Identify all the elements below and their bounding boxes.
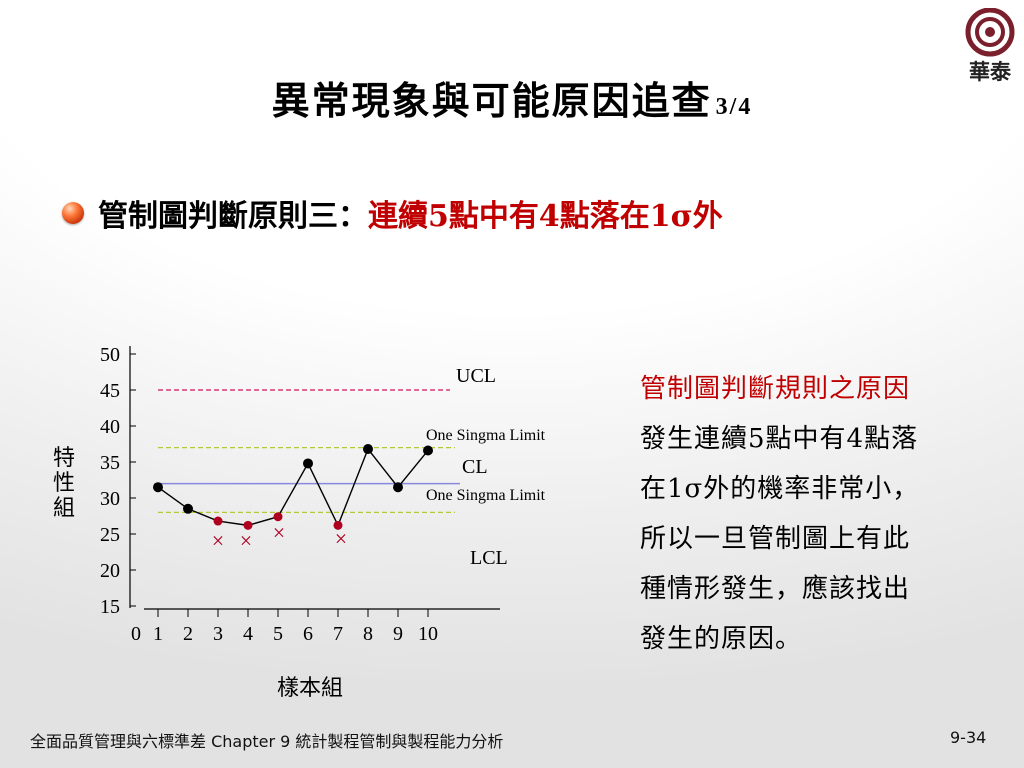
side-explanation: 管制圖判斷規則之原因 發生連續5點中有4點落 在1σ外的機率非常小， 所以一旦管…: [640, 364, 980, 664]
logo-text: 華泰: [969, 60, 1011, 84]
slide-title: 異常現象與可能原因追查 3/4: [0, 70, 1024, 125]
data-point: [303, 458, 313, 469]
y-axis-label-char: 特: [53, 445, 75, 470]
y-tick-label: 35: [100, 452, 120, 474]
x-tick-label: 2: [183, 623, 193, 645]
cross-marker: ×: [273, 520, 285, 545]
data-series-line: [157, 447, 429, 528]
cross-marker: ×: [212, 528, 224, 553]
y-tick-label: 20: [100, 560, 120, 582]
y-tick-label: 25: [100, 524, 120, 546]
cross-marker: ×: [335, 526, 347, 551]
cross-marker: ×: [240, 528, 252, 553]
x-tick-label: 5: [273, 623, 283, 645]
x-tick-label: 0: [131, 623, 141, 645]
side-line: 種情形發生，應該找出: [640, 574, 911, 604]
x-tick-label: 10: [418, 623, 438, 645]
flagged-data-point: [273, 512, 283, 522]
lcl-label: LCL: [470, 547, 508, 569]
x-tick-label: 1: [153, 623, 163, 645]
side-line: 所以一旦管制圖上有此: [640, 524, 911, 554]
x-tick-label: 7: [333, 623, 343, 645]
slide-title-suffix: 3/4: [715, 94, 753, 120]
side-line: 在1σ外的機率非常小，: [640, 474, 920, 504]
flagged-data-point: [213, 516, 223, 526]
y-tick-label: 50: [100, 344, 120, 366]
bullet-icon: [62, 202, 84, 224]
bullet-rule: 管制圖判斷原則三： 連續5點中有4點落在1σ外: [62, 188, 723, 238]
flagged-data-point: [243, 520, 253, 530]
logo-swirl-icon: [965, 7, 1015, 57]
lower-sigma-label: One Singma Limit: [426, 487, 546, 504]
x-tick-label: 3: [213, 623, 223, 645]
y-tick-label: 45: [100, 380, 120, 402]
side-line: 發生連續5點中有4點落: [640, 424, 919, 454]
x-axis-label: 樣本組: [277, 675, 343, 700]
side-heading: 管制圖判斷規則之原因: [640, 374, 911, 404]
slide-title-text: 異常現象與可能原因追查: [271, 78, 712, 123]
y-tick-label: 40: [100, 416, 120, 438]
data-point: [363, 444, 373, 455]
publisher-logo: 華泰: [960, 7, 1020, 88]
x-tick-label: 9: [393, 623, 403, 645]
cl-label: CL: [462, 456, 488, 478]
data-point: [393, 482, 403, 493]
bullet-label: 管制圖判斷原則三：: [98, 199, 368, 234]
side-line: 發生的原因。: [640, 624, 803, 654]
bullet-emphasis: 連續5點中有4點落在1σ外: [368, 199, 723, 234]
footer-page-number: 9-34: [950, 728, 987, 747]
ucl-label: UCL: [456, 365, 496, 387]
y-tick-label: 15: [100, 596, 120, 618]
footer-course: 全面品質管理與六標準差 Chapter 9 統計製程管制與製程能力分析: [30, 732, 504, 751]
y-axis-label-char: 性: [53, 470, 75, 495]
data-point: [423, 445, 433, 456]
y-tick-label: 30: [100, 488, 120, 510]
x-tick-label: 6: [303, 623, 313, 645]
flagged-data-point: [333, 520, 343, 530]
x-tick-label: 4: [243, 623, 253, 645]
data-point: [153, 482, 163, 493]
upper-sigma-label: One Singma Limit: [426, 427, 546, 444]
data-point: [183, 503, 193, 514]
y-axis-label-char: 組: [53, 495, 75, 520]
x-tick-label: 8: [363, 623, 373, 645]
